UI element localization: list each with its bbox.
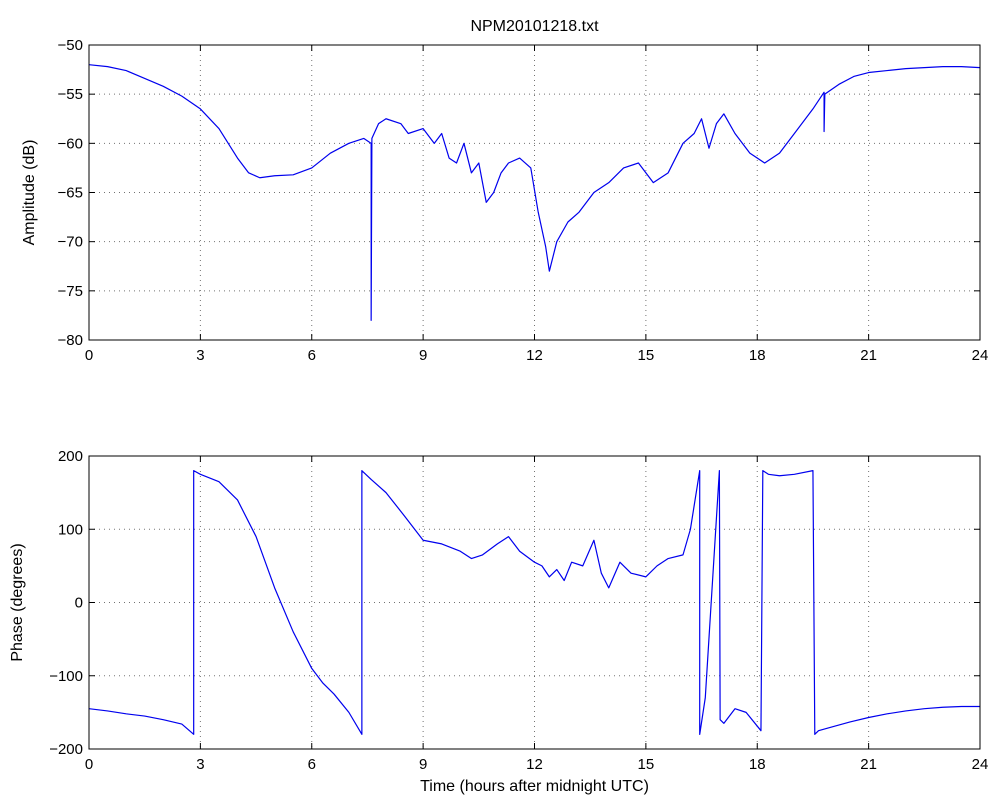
phase-xtick-label-7: 21	[860, 756, 877, 773]
amplitude-title: NPM20101218.txt	[470, 18, 599, 35]
phase-xtick-label-8: 24	[972, 756, 989, 773]
amplitude-ytick-label-4: −60	[58, 135, 83, 152]
amplitude-xtick-label-4: 12	[526, 347, 543, 364]
phase-xtick-label-6: 18	[749, 756, 766, 773]
amplitude-xtick-label-5: 15	[638, 347, 655, 364]
amplitude-series-line-0	[88, 64, 981, 321]
phase-ytick-label-4: 200	[58, 448, 83, 465]
amplitude-ylabel: Amplitude (dB)	[21, 140, 38, 246]
amplitude-ytick-label-0: −80	[58, 332, 83, 349]
phase-ytick-label-0: −200	[49, 741, 83, 758]
amplitude-xtick-label-8: 24	[972, 347, 989, 364]
phase-xtick-label-5: 15	[638, 756, 655, 773]
phase-xtick-label-0: 0	[85, 756, 93, 773]
phase-xtick-label-4: 12	[526, 756, 543, 773]
amplitude-ytick-label-5: −55	[58, 86, 83, 103]
amplitude-xtick-label-7: 21	[860, 347, 877, 364]
phase-ylabel: Phase (degrees)	[9, 543, 26, 661]
phase-plot: 0 3 6 9 12 15 18 21 24 −200 −100 0 100 200 Time (hours…	[9, 448, 988, 795]
phase-ytick-label-3: 100	[58, 521, 83, 538]
phase-xtick-label-2: 6	[308, 756, 316, 773]
phase-ytick-label-2: 0	[75, 595, 83, 612]
amplitude-xtick-label-2: 6	[308, 347, 316, 364]
phase-ytick-label-1: −100	[49, 668, 83, 685]
amplitude-plot: 0 3 6 9 12 15 18 21 24 −80 −75 −70 −65 −60 −55 −50 NPM20…	[21, 18, 988, 364]
amplitude-xtick-label-1: 3	[196, 347, 204, 364]
phase-xtick-label-1: 3	[196, 756, 204, 773]
amplitude-xtick-label-3: 9	[419, 347, 427, 364]
amplitude-ytick-label-2: −70	[58, 234, 83, 251]
amplitude-ytick-label-1: −75	[58, 283, 83, 300]
amplitude-xtick-label-6: 18	[749, 347, 766, 364]
phase-series-line-0	[88, 470, 980, 735]
amplitude-xtick-label-0: 0	[85, 347, 93, 364]
phase-xlabel: Time (hours after midnight UTC)	[420, 778, 649, 795]
amplitude-ytick-label-3: −65	[58, 185, 83, 202]
amplitude-ytick-label-6: −50	[58, 37, 83, 54]
phase-xtick-label-3: 9	[419, 756, 427, 773]
